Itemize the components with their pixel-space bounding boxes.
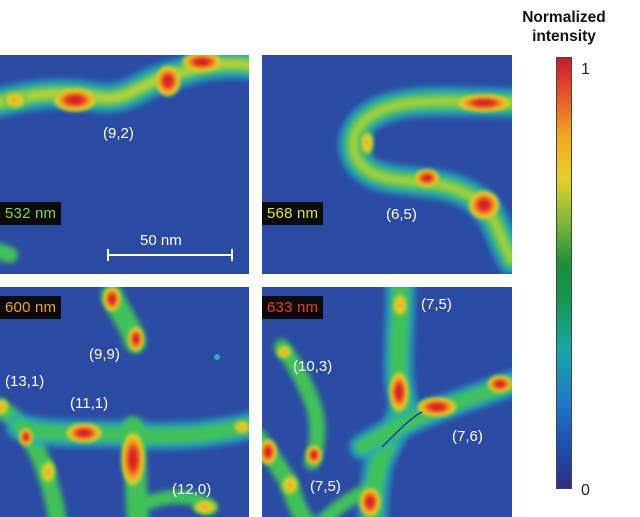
- panel-633nm: 633 nm (7,5) (10,3) (7,6) (7,5): [262, 287, 512, 517]
- wavelength-label-633: 633 nm: [262, 296, 324, 319]
- intensity-map-633nm: [262, 287, 512, 517]
- panel-532nm: (9,2) 532 nm 50 nm: [0, 55, 249, 274]
- colorbar-max-label: 1: [581, 61, 590, 78]
- colorbar-min-label: 0: [581, 482, 590, 499]
- intensity-map-568nm: [338, 86, 512, 274]
- chirality-label: (10,3): [293, 358, 333, 375]
- scalebar-label: 50 nm: [140, 232, 182, 249]
- wavelength-label-600: 600 nm: [0, 296, 62, 319]
- chirality-label: (7,5): [310, 478, 341, 495]
- panel-600nm: 600 nm (9,9) (13,1) (11,1) (12,0): [0, 287, 249, 517]
- scalebar: [107, 249, 233, 261]
- chirality-label: (11,1): [70, 395, 109, 412]
- wavelength-label-532: 532 nm: [0, 202, 62, 225]
- chirality-label: (13,1): [5, 373, 45, 390]
- chirality-label: (7,6): [452, 428, 483, 445]
- colorbar: [556, 57, 572, 489]
- chirality-label: (9,2): [103, 125, 134, 142]
- wavelength-label-568: 568 nm: [262, 202, 324, 225]
- chirality-label: (6,5): [386, 206, 417, 223]
- chirality-label: (7,5): [421, 296, 452, 313]
- chirality-label: (12,0): [172, 481, 212, 498]
- chirality-label: (9,9): [89, 346, 120, 363]
- intensity-map-532nm: [0, 55, 249, 263]
- intensity-map-600nm: [0, 287, 249, 517]
- panel-568nm: (6,5) 568 nm: [262, 55, 512, 274]
- colorbar-title: Normalized intensity: [522, 9, 606, 45]
